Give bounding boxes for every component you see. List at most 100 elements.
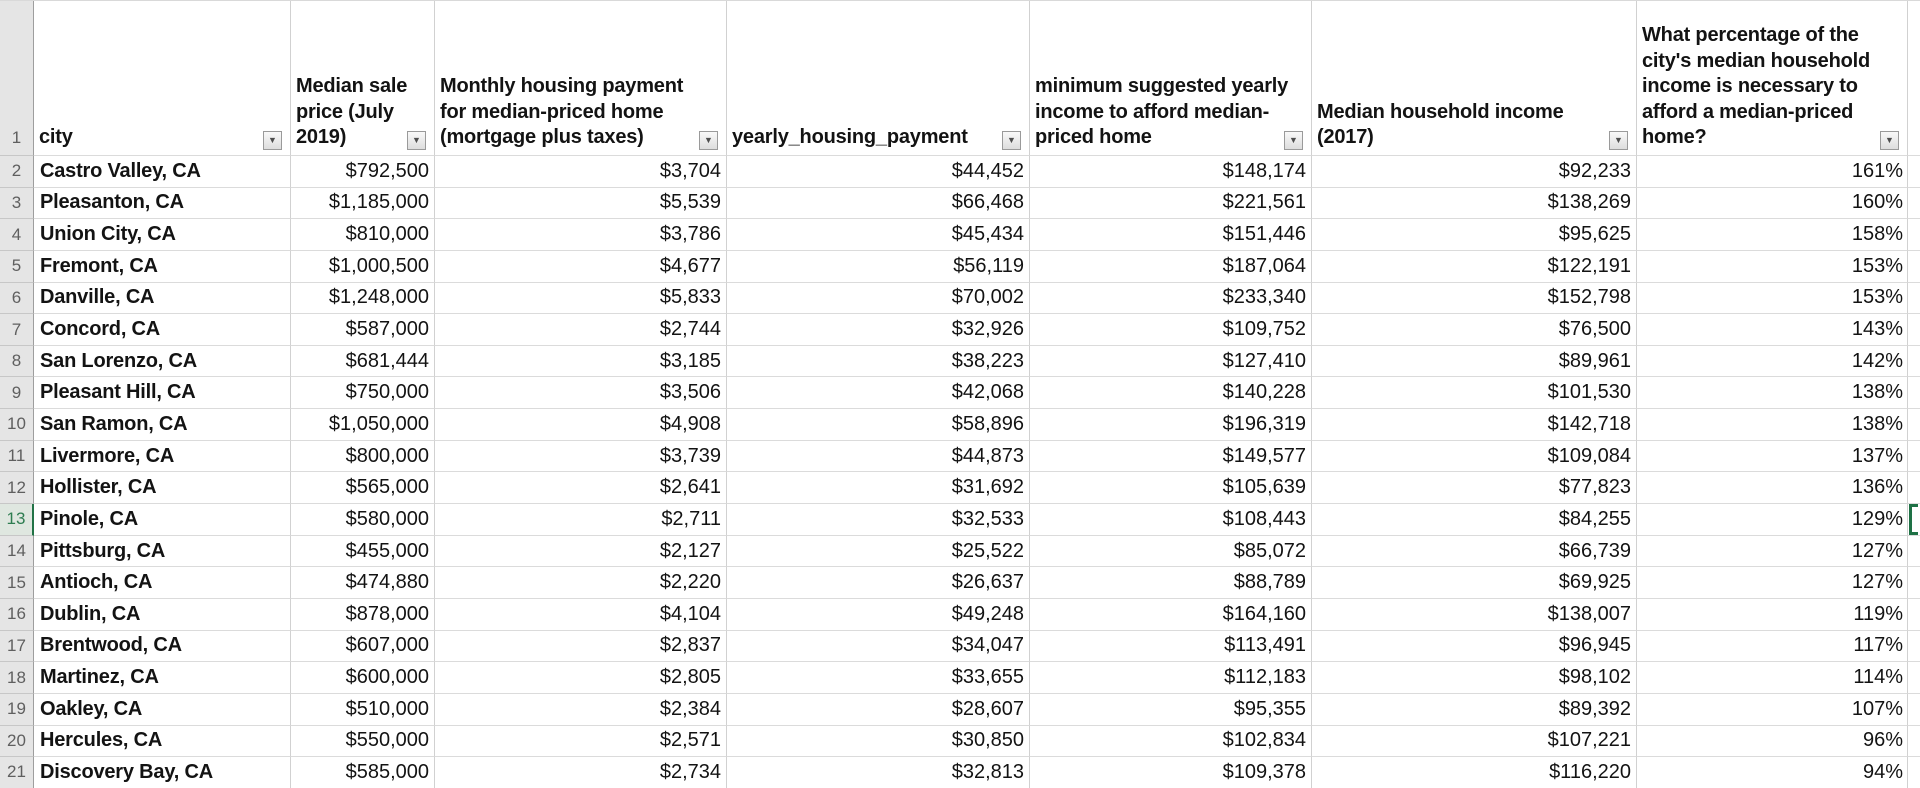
- cell-offscreen[interactable]: [1908, 409, 1920, 441]
- column-header-min-income[interactable]: minimum suggested yearly income to affor…: [1030, 1, 1312, 156]
- cell-min-income[interactable]: $164,160: [1030, 598, 1312, 631]
- cell-percentage[interactable]: 138%: [1637, 409, 1908, 441]
- cell-monthly-payment[interactable]: $2,127: [435, 535, 727, 568]
- cell-offscreen[interactable]: [1908, 757, 1920, 788]
- cell-household-income[interactable]: $95,625: [1312, 219, 1637, 251]
- cell-city[interactable]: Martinez, CA: [34, 662, 291, 694]
- cell-monthly-payment[interactable]: $2,711: [435, 504, 727, 536]
- cell-city[interactable]: Castro Valley, CA: [34, 156, 291, 188]
- cell-city[interactable]: San Ramon, CA: [34, 409, 291, 441]
- cell-household-income[interactable]: $138,007: [1312, 598, 1637, 631]
- cell-min-income[interactable]: $105,639: [1030, 472, 1312, 505]
- row-number[interactable]: 11: [0, 440, 34, 473]
- cell-household-income[interactable]: $66,739: [1312, 535, 1637, 568]
- cell-monthly-payment[interactable]: $2,805: [435, 662, 727, 694]
- cell-offscreen[interactable]: [1908, 630, 1920, 663]
- cell-yearly-payment[interactable]: $42,068: [727, 377, 1030, 410]
- cell-median-sale-price[interactable]: $1,248,000: [291, 282, 435, 315]
- cell-monthly-payment[interactable]: $4,677: [435, 250, 727, 283]
- cell-offscreen[interactable]: [1908, 472, 1920, 505]
- cell-median-sale-price[interactable]: $681,444: [291, 345, 435, 378]
- cell-percentage[interactable]: 136%: [1637, 472, 1908, 505]
- cell-city[interactable]: Hollister, CA: [34, 472, 291, 505]
- cell-household-income[interactable]: $84,255: [1312, 504, 1637, 536]
- cell-household-income[interactable]: $101,530: [1312, 377, 1637, 410]
- cell-household-income[interactable]: $76,500: [1312, 314, 1637, 346]
- cell-monthly-payment[interactable]: $2,734: [435, 757, 727, 788]
- row-number[interactable]: 18: [0, 662, 34, 694]
- row-number[interactable]: 10: [0, 409, 34, 441]
- cell-offscreen[interactable]: [1908, 314, 1920, 346]
- cell-median-sale-price[interactable]: $474,880: [291, 567, 435, 599]
- cell-monthly-payment[interactable]: $2,744: [435, 314, 727, 346]
- cell-household-income[interactable]: $116,220: [1312, 757, 1637, 788]
- row-number[interactable]: 14: [0, 535, 34, 568]
- cell-offscreen[interactable]: [1908, 693, 1920, 726]
- cell-median-sale-price[interactable]: $565,000: [291, 472, 435, 505]
- cell-percentage[interactable]: 142%: [1637, 345, 1908, 378]
- cell-percentage[interactable]: 158%: [1637, 219, 1908, 251]
- cell-yearly-payment[interactable]: $33,655: [727, 662, 1030, 694]
- cell-monthly-payment[interactable]: $2,641: [435, 472, 727, 505]
- cell-household-income[interactable]: $92,233: [1312, 156, 1637, 188]
- row-number[interactable]: 1: [0, 1, 34, 156]
- filter-dropdown-button-min-income[interactable]: ▼: [1284, 131, 1303, 150]
- cell-yearly-payment[interactable]: $32,533: [727, 504, 1030, 536]
- cell-monthly-payment[interactable]: $3,506: [435, 377, 727, 410]
- cell-offscreen[interactable]: [1908, 345, 1920, 378]
- row-number[interactable]: 20: [0, 725, 34, 758]
- cell-household-income[interactable]: $69,925: [1312, 567, 1637, 599]
- cell-city[interactable]: Livermore, CA: [34, 440, 291, 473]
- cell-median-sale-price[interactable]: $550,000: [291, 725, 435, 758]
- cell-household-income[interactable]: $152,798: [1312, 282, 1637, 315]
- cell-offscreen[interactable]: [1908, 662, 1920, 694]
- cell-monthly-payment[interactable]: $4,908: [435, 409, 727, 441]
- cell-min-income[interactable]: $233,340: [1030, 282, 1312, 315]
- filter-dropdown-button-household-income[interactable]: ▼: [1609, 131, 1628, 150]
- cell-median-sale-price[interactable]: $580,000: [291, 504, 435, 536]
- row-number[interactable]: 13: [0, 504, 34, 536]
- cell-percentage[interactable]: 143%: [1637, 314, 1908, 346]
- cell-median-sale-price[interactable]: $585,000: [291, 757, 435, 788]
- cell-yearly-payment[interactable]: $28,607: [727, 693, 1030, 726]
- cell-household-income[interactable]: $96,945: [1312, 630, 1637, 663]
- cell-offscreen[interactable]: [1908, 250, 1920, 283]
- column-header-median-sale-price[interactable]: Median sale price (July 2019) ▼: [291, 1, 435, 156]
- row-number[interactable]: 4: [0, 219, 34, 251]
- cell-city[interactable]: Dublin, CA: [34, 598, 291, 631]
- row-number[interactable]: 15: [0, 567, 34, 599]
- row-number[interactable]: 8: [0, 345, 34, 378]
- cell-offscreen[interactable]: [1908, 282, 1920, 315]
- cell-yearly-payment[interactable]: $58,896: [727, 409, 1030, 441]
- cell-percentage[interactable]: 107%: [1637, 693, 1908, 726]
- cell-percentage[interactable]: 161%: [1637, 156, 1908, 188]
- cell-median-sale-price[interactable]: $1,050,000: [291, 409, 435, 441]
- cell-percentage[interactable]: 127%: [1637, 567, 1908, 599]
- row-number[interactable]: 16: [0, 598, 34, 631]
- filter-dropdown-button-city[interactable]: ▼: [263, 131, 282, 150]
- cell-city[interactable]: Concord, CA: [34, 314, 291, 346]
- cell-monthly-payment[interactable]: $2,384: [435, 693, 727, 726]
- cell-household-income[interactable]: $138,269: [1312, 187, 1637, 220]
- cell-city[interactable]: Union City, CA: [34, 219, 291, 251]
- row-number[interactable]: 9: [0, 377, 34, 410]
- cell-percentage[interactable]: 96%: [1637, 725, 1908, 758]
- cell-city[interactable]: Pleasanton, CA: [34, 187, 291, 220]
- cell-yearly-payment[interactable]: $30,850: [727, 725, 1030, 758]
- cell-yearly-payment[interactable]: $32,813: [727, 757, 1030, 788]
- row-number[interactable]: 3: [0, 187, 34, 220]
- cell-monthly-payment[interactable]: $3,185: [435, 345, 727, 378]
- cell-offscreen[interactable]: [1908, 156, 1920, 188]
- cell-percentage[interactable]: 127%: [1637, 535, 1908, 568]
- cell-offscreen[interactable]: [1908, 187, 1920, 220]
- cell-offscreen[interactable]: [1908, 440, 1920, 473]
- filter-dropdown-button-yearly-payment[interactable]: ▼: [1002, 131, 1021, 150]
- cell-percentage[interactable]: 153%: [1637, 250, 1908, 283]
- cell-min-income[interactable]: $112,183: [1030, 662, 1312, 694]
- cell-yearly-payment[interactable]: $66,468: [727, 187, 1030, 220]
- filter-dropdown-button-median-sale-price[interactable]: ▼: [407, 131, 426, 150]
- cell-offscreen[interactable]: [1908, 567, 1920, 599]
- cell-min-income[interactable]: $140,228: [1030, 377, 1312, 410]
- cell-offscreen[interactable]: [1908, 377, 1920, 410]
- cell-min-income[interactable]: $102,834: [1030, 725, 1312, 758]
